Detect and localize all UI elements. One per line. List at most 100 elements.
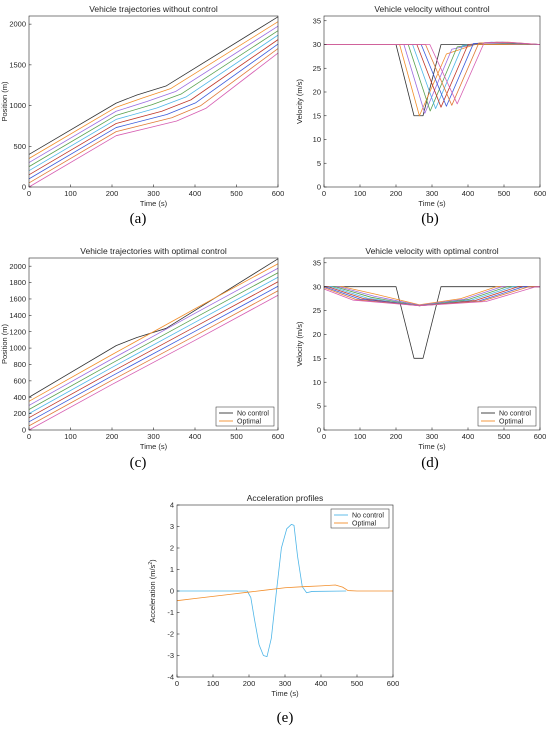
chart-b: 0 100 200 300 400 500 600 0 5 10 15 20 25 30 35 Vehicle…	[295, 4, 546, 227]
series-line-8	[28, 290, 279, 427]
chart-title: Vehicle trajectories without control	[89, 4, 218, 14]
chart-title: Vehicle velocity without control	[374, 4, 489, 14]
y-tick-label: 500	[13, 142, 26, 151]
chart-d: 0 100 200 300 400 500 600 0 5 10 15 20 25 30 35 Vehicle…	[295, 246, 546, 471]
series-group	[28, 258, 279, 431]
y-tick-label: 600	[13, 376, 26, 385]
x-tick-label: 500	[351, 679, 364, 688]
series-line-5	[28, 276, 279, 414]
x-tick-label: 400	[189, 189, 202, 198]
y-tick-label: 1600	[9, 295, 26, 304]
y-tick-label: -2	[167, 630, 174, 639]
chart-e: 0 100 200 300 400 500 600 -4 -3 -2 -1 0 1 2 3 4 Accelera…	[148, 493, 399, 726]
series-line-1	[28, 16, 279, 155]
y-tick-label: 30	[313, 40, 321, 49]
y-tick-label: 25	[313, 306, 321, 315]
figure-caption: (d)	[421, 455, 439, 471]
x-tick-label: 300	[147, 189, 160, 198]
y-tick-label: -3	[167, 651, 174, 660]
x-tick-label: 0	[322, 189, 326, 198]
y-tick-label: 2000	[9, 262, 26, 271]
series-line-1	[324, 44, 540, 117]
series-line-7	[28, 285, 279, 423]
x-tick-label: 0	[27, 189, 31, 198]
plot-frame	[323, 15, 541, 188]
legend-label: No control	[499, 410, 531, 417]
x-axis-label: Time (s)	[418, 442, 446, 451]
chart-title: Acceleration profiles	[247, 493, 324, 503]
y-tick-label: 15	[313, 354, 321, 363]
y-tick-label: 0	[170, 587, 174, 596]
x-axis-label: Time (s)	[140, 199, 168, 208]
y-axis-label-sup: 2	[148, 562, 154, 565]
x-tick-label: 300	[426, 432, 439, 441]
series-line-4	[324, 42, 541, 112]
series-line-8	[28, 48, 279, 184]
series-line-3	[28, 267, 279, 406]
series-line-2	[28, 21, 279, 159]
x-tick-label: 200	[106, 189, 119, 198]
y-tick-label: 10	[313, 135, 321, 144]
series-line-9	[324, 42, 541, 105]
series-group	[323, 286, 541, 359]
y-tick-label: 35	[313, 258, 321, 267]
series-line-9	[323, 286, 541, 307]
x-tick-label: 0	[27, 432, 31, 441]
series-line-3	[324, 42, 541, 114]
x-tick-label: 600	[534, 432, 547, 441]
y-tick-label: 5	[317, 159, 321, 168]
series-line-1	[324, 286, 540, 359]
y-axis-label: Position (m)	[0, 323, 9, 364]
x-tick-label: 300	[279, 679, 292, 688]
plot-frame	[323, 257, 541, 431]
y-tick-label: 0	[317, 426, 321, 435]
y-tick-label: 20	[313, 330, 321, 339]
x-tick-label: 600	[534, 189, 547, 198]
series-group	[28, 16, 279, 188]
x-tick-label: 100	[354, 432, 367, 441]
x-tick-label: 200	[243, 679, 256, 688]
x-tick-label: 500	[498, 189, 511, 198]
x-tick-label: 300	[147, 432, 160, 441]
x-tick-label: 500	[498, 432, 511, 441]
series-line-5	[324, 41, 541, 110]
y-tick-label: 25	[313, 64, 321, 73]
series-group	[176, 523, 393, 657]
x-tick-label: 400	[315, 679, 328, 688]
x-tick-label: 600	[272, 432, 285, 441]
series-line-9	[28, 294, 279, 431]
x-tick-label: 400	[462, 189, 475, 198]
x-tick-label: 200	[106, 432, 119, 441]
y-tick-label: 1500	[9, 60, 26, 69]
y-axis-label-end: )	[148, 559, 157, 562]
y-tick-label: 400	[13, 393, 26, 402]
legend-label: Optimal	[499, 418, 524, 425]
legend-label: Optimal	[237, 418, 262, 425]
x-tick-label: 500	[230, 189, 243, 198]
series-line-3	[324, 286, 540, 306]
y-tick-label: 15	[313, 111, 321, 120]
series-line-7	[28, 43, 279, 180]
x-tick-label: 400	[462, 432, 475, 441]
legend-label: No control	[237, 410, 269, 417]
y-axis-label: Velocity (m/s)	[295, 78, 304, 124]
series-line-4	[28, 30, 279, 167]
series-line-9	[28, 52, 279, 188]
y-tick-label: 1000	[9, 344, 26, 353]
y-tick-label: 30	[313, 282, 321, 291]
y-tick-label: 1000	[9, 101, 26, 110]
series-line-2	[324, 286, 540, 306]
x-tick-label: 200	[390, 189, 403, 198]
x-axis-label: Time (s)	[271, 689, 299, 698]
series-line-2	[28, 263, 279, 402]
figure-caption: (c)	[130, 455, 147, 471]
y-tick-label: 2000	[9, 20, 26, 29]
x-tick-label: 600	[272, 189, 285, 198]
y-tick-label: 1200	[9, 327, 26, 336]
y-axis-label: Velocity (m/s)	[295, 321, 304, 367]
y-tick-label: 20	[313, 88, 321, 97]
y-tick-label: 800	[13, 360, 26, 369]
series-line-6	[28, 281, 279, 419]
